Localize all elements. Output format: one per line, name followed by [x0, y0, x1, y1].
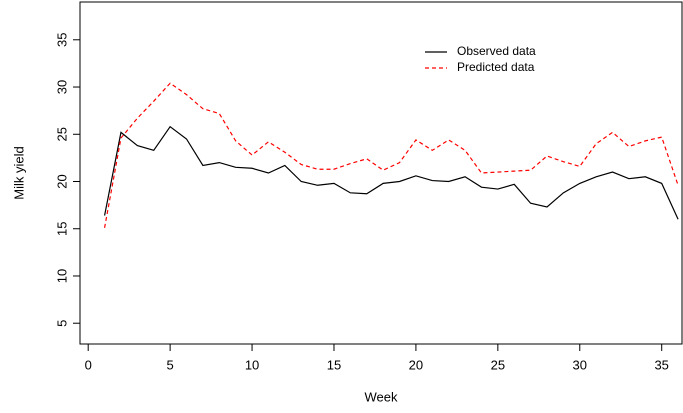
y-tick-label: 30 — [54, 80, 69, 94]
x-axis-label: Week — [365, 389, 398, 404]
plot-box — [79, 1, 683, 345]
x-tick-label: 15 — [327, 357, 341, 372]
data-line — [103, 125, 679, 220]
y-tick-label: 15 — [54, 222, 69, 236]
legend-label: Observed data — [457, 44, 536, 58]
data-line — [103, 82, 679, 228]
x-tick-label: 5 — [167, 357, 174, 372]
y-axis-label: Milk yield — [11, 146, 26, 199]
legend-label: Predicted data — [457, 60, 535, 74]
y-tick-label: 5 — [54, 320, 69, 327]
y-tick-label: 20 — [54, 174, 69, 188]
y-tick-label: 35 — [54, 33, 69, 47]
x-tick-label: 10 — [245, 357, 259, 372]
x-tick-label: 30 — [573, 357, 587, 372]
x-tick-label: 25 — [491, 357, 505, 372]
x-tick-label: 35 — [654, 357, 668, 372]
y-tick-label: 10 — [54, 269, 69, 283]
x-tick-label: 20 — [409, 357, 423, 372]
x-tick-label: 0 — [85, 357, 92, 372]
y-tick-label: 25 — [54, 127, 69, 141]
